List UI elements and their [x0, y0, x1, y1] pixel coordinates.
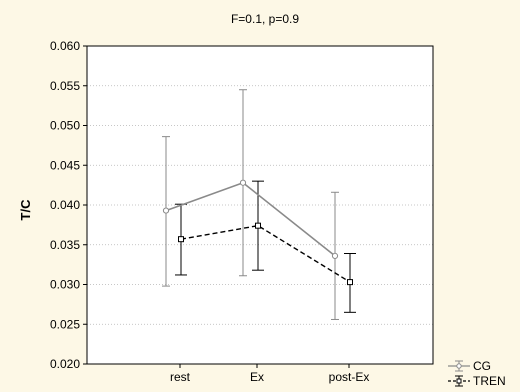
y-tick-label: 0.060 — [50, 39, 80, 53]
legend-marker-cg — [456, 363, 462, 369]
legend-label-cg: CG — [473, 359, 491, 373]
y-tick-label: 0.050 — [50, 119, 80, 133]
data-point-cg — [331, 252, 339, 259]
data-point-tren — [347, 279, 353, 286]
x-tick-label: rest — [170, 370, 191, 384]
data-point-cg — [162, 207, 170, 214]
data-point-tren — [255, 222, 261, 229]
y-tick-label: 0.040 — [50, 198, 80, 212]
y-tick-label: 0.025 — [50, 317, 80, 331]
y-tick-label: 0.055 — [50, 79, 80, 93]
plot-area: 0.020 0.025 0.030 0.035 0.040 0.045 0.050 0.055… — [50, 39, 434, 384]
legend-label-tren: TREN — [473, 374, 506, 388]
x-tick-label: Ex — [250, 370, 264, 384]
legend-marker-tren — [456, 378, 462, 384]
y-tick-label: 0.045 — [50, 158, 80, 172]
plot-frame — [86, 45, 434, 365]
y-tick-label: 0.020 — [50, 357, 80, 371]
data-point-cg — [239, 179, 247, 186]
data-point-tren — [178, 236, 184, 243]
x-tick-label: post-Ex — [329, 370, 370, 384]
series-line-tren — [180, 224, 351, 283]
chart-title: F=0.1, p=0.9 — [231, 12, 299, 26]
y-tick-label: 0.035 — [50, 238, 80, 252]
y-axis-label: T/C — [18, 199, 33, 221]
y-tick-label: 0.030 — [50, 278, 80, 292]
